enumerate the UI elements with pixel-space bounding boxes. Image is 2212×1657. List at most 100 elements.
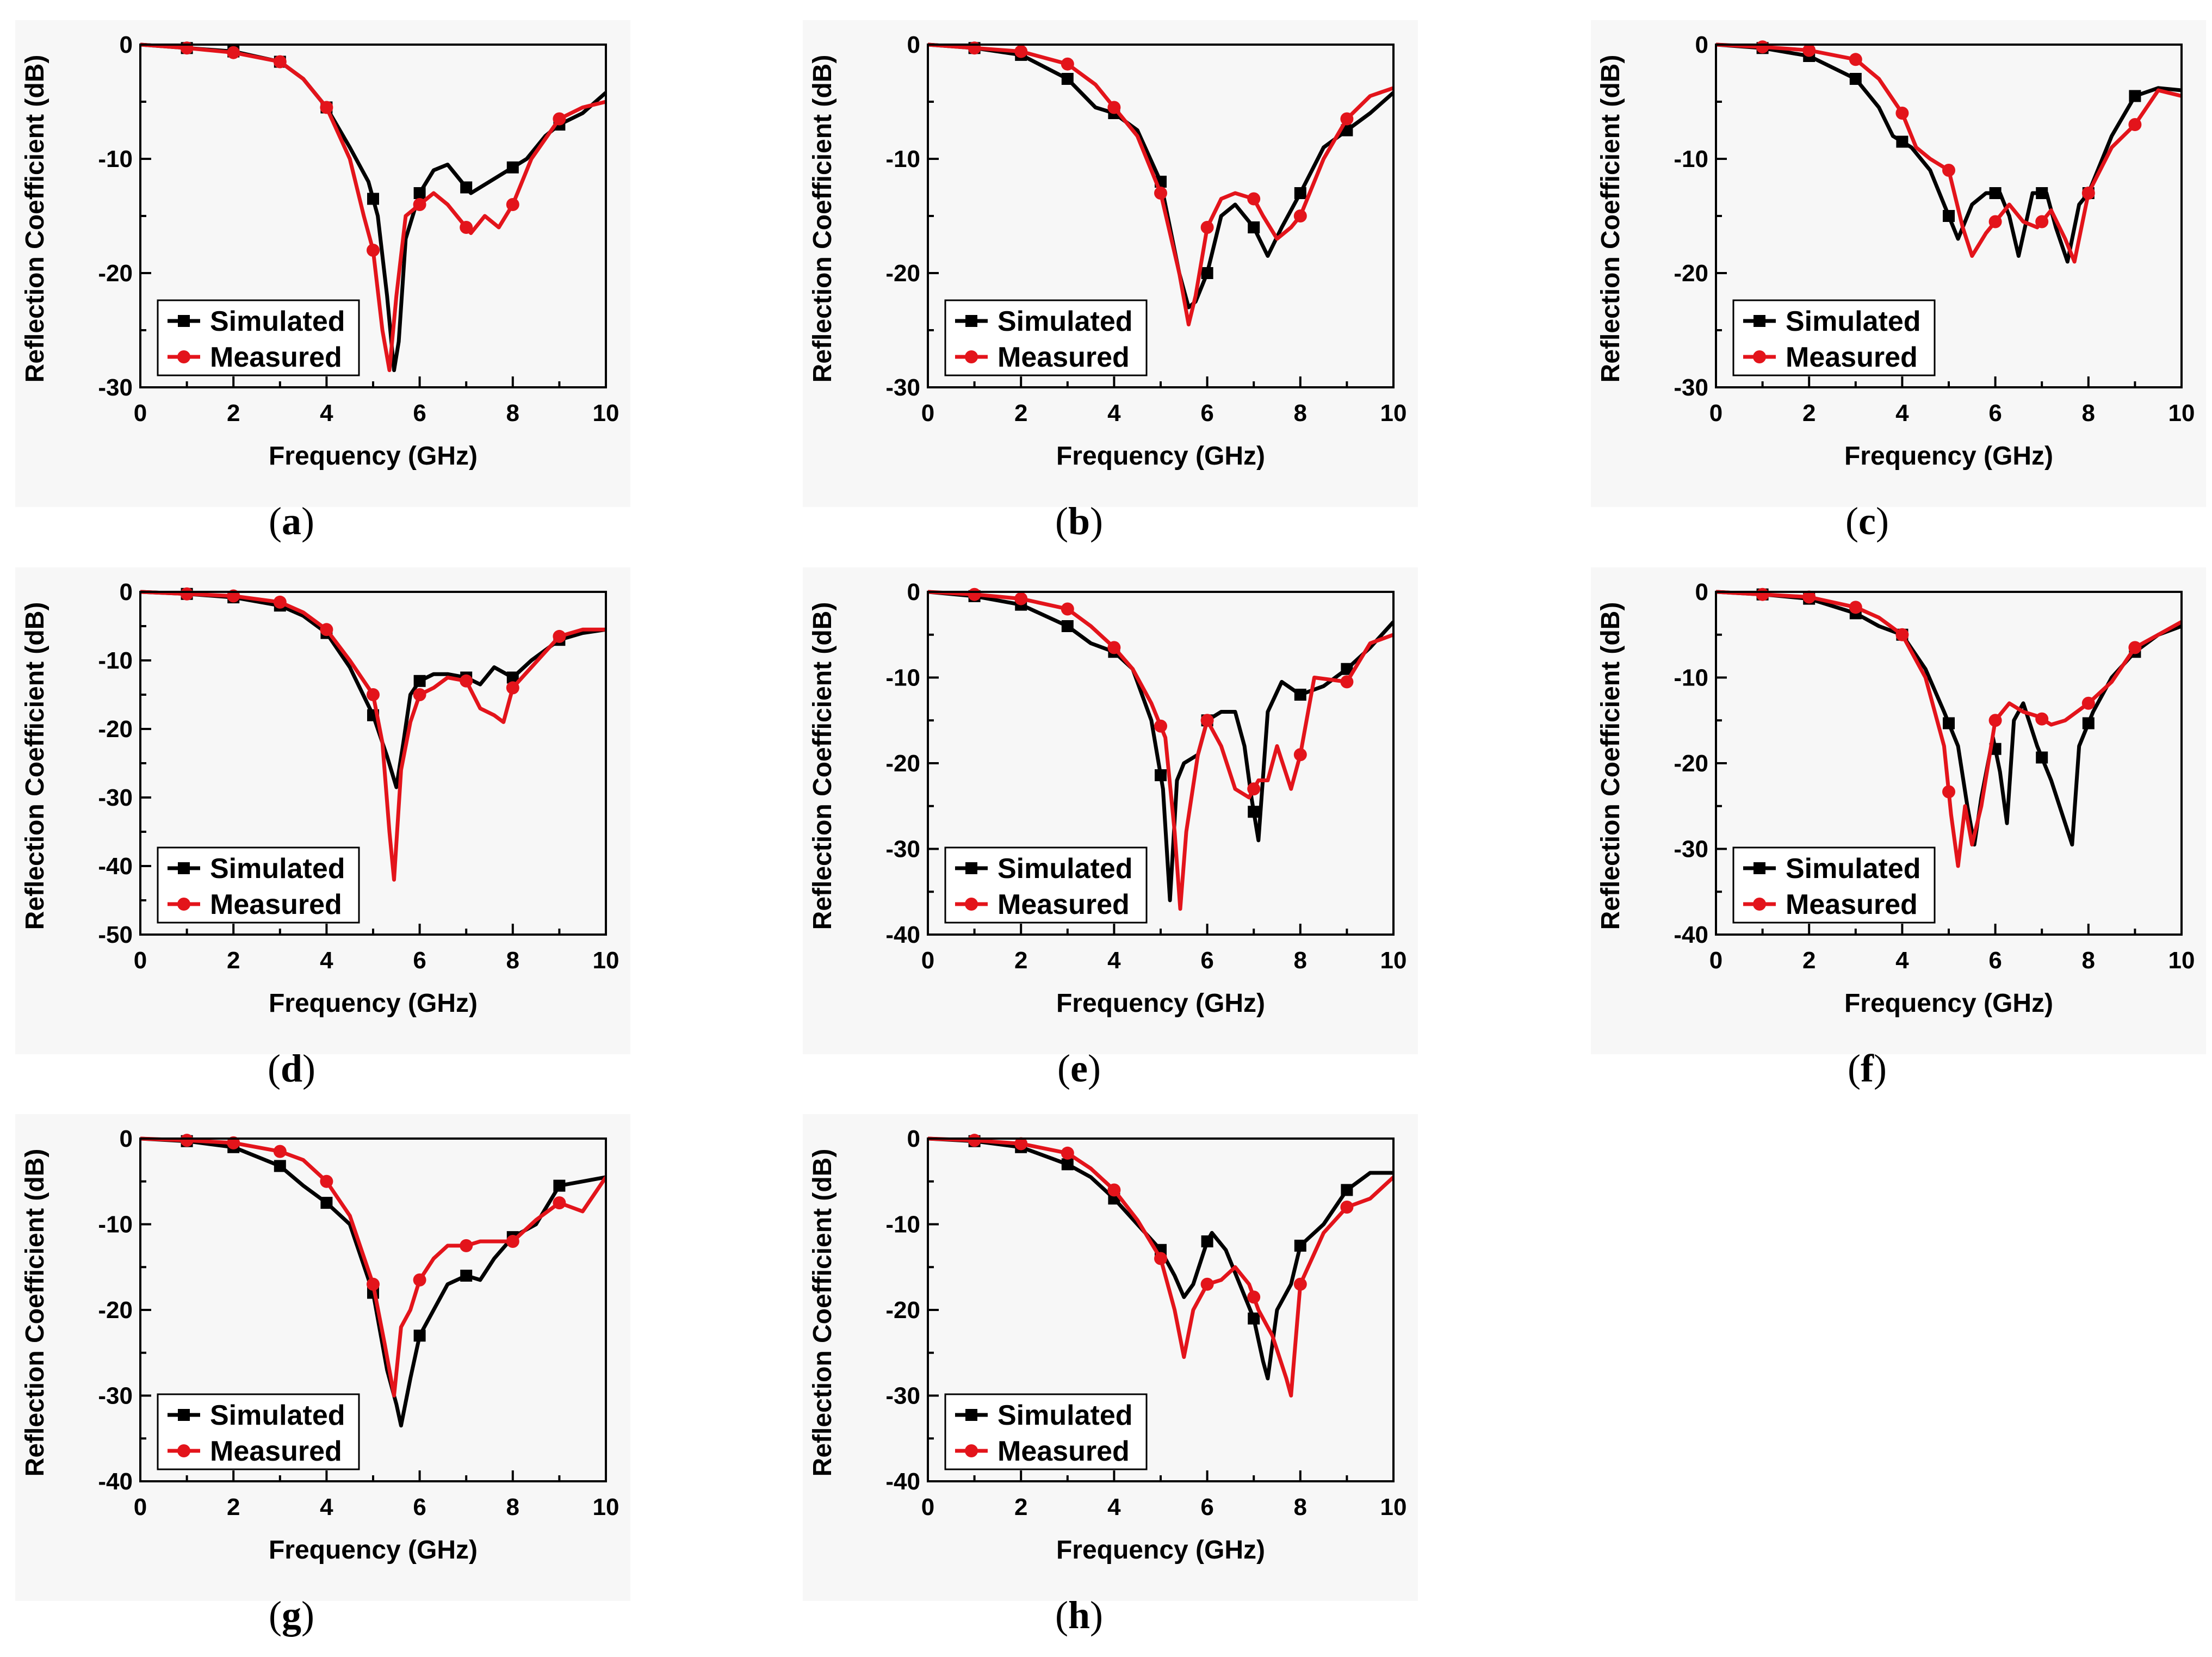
x-tick-label: 0 — [134, 1494, 147, 1520]
series-line-measured — [140, 1136, 606, 1398]
x-axis-label: Frequency (GHz) — [1844, 989, 2053, 1018]
data-point-measured — [320, 101, 333, 114]
x-tick-label: 4 — [1107, 947, 1121, 974]
y-tick-label: -10 — [1674, 665, 1708, 691]
x-tick-label: 6 — [1200, 1494, 1213, 1520]
data-point-simulated — [1294, 187, 1306, 199]
data-point-measured — [1200, 221, 1214, 234]
data-point-measured — [968, 1134, 981, 1147]
x-tick-label: 2 — [227, 400, 240, 426]
y-tick-label: -40 — [1674, 922, 1708, 948]
legend-marker-circle — [1753, 350, 1766, 363]
panel-background — [1591, 567, 2206, 1054]
series-line-simulated — [928, 42, 1393, 310]
y-tick-label: -20 — [98, 716, 133, 743]
y-tick-label: -40 — [98, 853, 133, 880]
legend-label-measured: Measured — [1786, 342, 1918, 373]
x-axis-label: Frequency (GHz) — [1056, 1536, 1265, 1565]
x-tick-label: 6 — [1200, 400, 1213, 426]
legend-box — [944, 846, 1148, 924]
x-tick-label: 0 — [134, 947, 147, 974]
y-axis-label: Reflection Coefficient (dB) — [21, 1149, 49, 1477]
legend: Simulated Measured — [157, 846, 360, 924]
data-point-simulated — [2082, 717, 2095, 729]
data-point-measured — [1247, 1290, 1261, 1304]
legend: Simulated Measured — [1732, 299, 1936, 376]
data-point-measured — [273, 55, 287, 69]
chart-panel-f: 0 2 4 6 8 10 0 -10 -20 -30 -40 Frequency (GHz) Refle… — [1591, 567, 2206, 1090]
legend-marker-circle — [1753, 898, 1766, 911]
y-tick-label: 0 — [120, 1126, 133, 1152]
x-tick-label: 10 — [1380, 947, 1407, 974]
data-point-measured — [1014, 45, 1028, 58]
chart-panel-g: 0 2 4 6 8 10 0 -10 -20 -30 -40 Frequency (GHz) Refle… — [15, 1114, 630, 1637]
x-tick-label: 2 — [1014, 947, 1027, 974]
panel-background — [1591, 20, 2206, 507]
data-point-measured — [553, 629, 566, 643]
panel-caption: (a) — [269, 499, 314, 543]
legend: Simulated Measured — [944, 299, 1148, 376]
legend-marker-circle — [177, 1444, 190, 1457]
data-point-simulated — [1943, 210, 1955, 222]
data-point-measured — [227, 46, 240, 59]
y-tick-label: -30 — [98, 374, 133, 401]
y-tick-label: -20 — [885, 260, 920, 287]
x-tick-label: 2 — [1014, 1494, 1027, 1520]
x-tick-label: 10 — [2168, 947, 2195, 974]
y-tick-label: -10 — [98, 146, 133, 172]
data-point-measured — [273, 1145, 287, 1158]
x-tick-label: 8 — [1294, 1494, 1307, 1520]
legend-marker-square — [1754, 315, 1765, 327]
chart-panel-b: 0 2 4 6 8 10 0 -10 -20 -30 Frequency (GHz) Reflecti… — [803, 20, 1418, 543]
data-point-measured — [1340, 1201, 1354, 1214]
data-point-measured — [413, 688, 426, 701]
x-tick-label: 2 — [1802, 947, 1816, 974]
data-point-measured — [1802, 44, 1816, 57]
data-point-measured — [460, 221, 473, 234]
data-point-measured — [553, 112, 566, 126]
y-tick-label: -10 — [885, 146, 920, 172]
data-point-measured — [367, 688, 380, 701]
data-point-simulated — [1341, 1184, 1353, 1196]
data-point-measured — [1107, 101, 1121, 114]
x-tick-label: 4 — [1895, 400, 1909, 426]
y-tick-label: 0 — [120, 579, 133, 605]
y-axis-label: Reflection Coefficient (dB) — [21, 55, 49, 383]
data-point-simulated — [1248, 1312, 1260, 1325]
data-point-measured — [1061, 602, 1074, 616]
data-point-measured — [1895, 628, 1909, 641]
data-point-measured — [413, 198, 426, 211]
data-point-simulated — [1341, 663, 1353, 675]
data-point-measured — [180, 587, 194, 601]
data-point-measured — [273, 595, 287, 609]
y-tick-label: -10 — [885, 1211, 920, 1238]
legend-box — [944, 299, 1148, 376]
legend-box — [944, 1393, 1148, 1470]
panel-caption: (h) — [1055, 1593, 1103, 1637]
x-tick-label: 0 — [921, 1494, 934, 1520]
x-tick-label: 0 — [921, 400, 934, 426]
y-tick-label: -40 — [885, 1468, 920, 1495]
legend-marker-circle — [965, 898, 978, 911]
data-point-measured — [1988, 215, 2002, 228]
x-axis-label: Frequency (GHz) — [269, 1536, 478, 1565]
data-point-measured — [1293, 209, 1307, 222]
legend-label-measured: Measured — [210, 1436, 342, 1467]
x-axis-label: Frequency (GHz) — [1056, 989, 1265, 1018]
legend-box — [157, 299, 360, 376]
x-tick-label: 4 — [1107, 400, 1121, 426]
data-point-measured — [180, 1134, 194, 1147]
data-point-simulated — [1248, 806, 1260, 818]
data-point-measured — [1293, 1277, 1307, 1291]
x-tick-label: 0 — [921, 947, 934, 974]
data-point-measured — [1293, 748, 1307, 762]
data-point-simulated — [1201, 267, 1213, 279]
data-point-simulated — [2036, 187, 2048, 199]
x-tick-label: 2 — [1014, 400, 1027, 426]
y-tick-label: -30 — [1674, 836, 1708, 863]
y-tick-label: -30 — [98, 1383, 133, 1409]
data-point-measured — [1756, 588, 1769, 601]
y-tick-label: -30 — [1674, 374, 1708, 401]
data-point-simulated — [553, 1179, 566, 1192]
y-axis-label: Reflection Coefficient (dB) — [21, 602, 49, 930]
